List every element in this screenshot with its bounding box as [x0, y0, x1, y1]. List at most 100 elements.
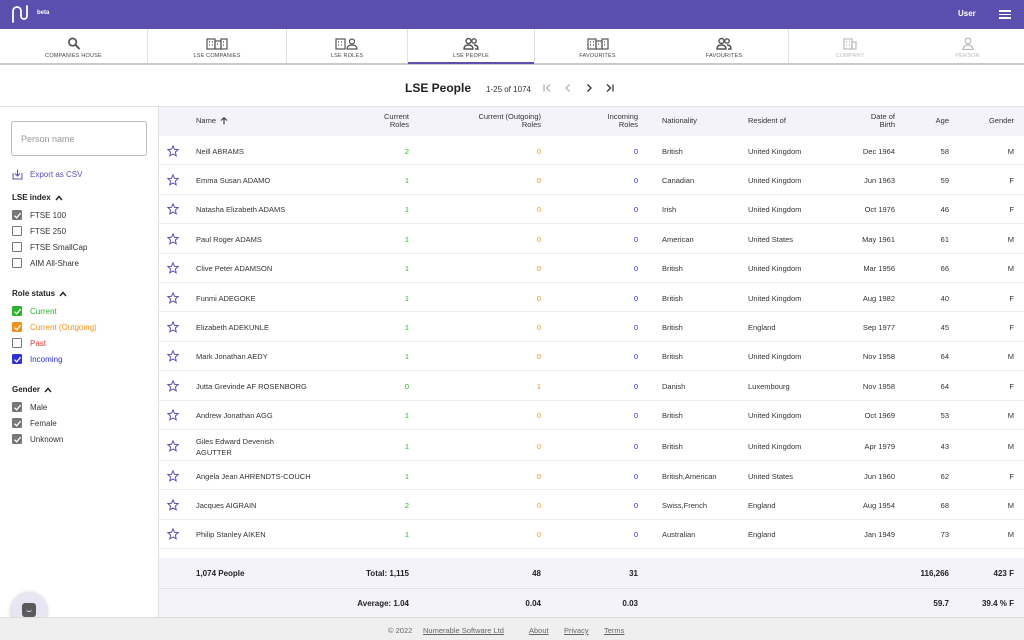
checkbox-checked-icon[interactable]: [12, 418, 22, 428]
table-row[interactable]: Clive Peter ADAMSON 1 0 0 British United…: [159, 254, 1024, 283]
checkbox-checked-icon[interactable]: [12, 402, 22, 412]
favourite-star-icon[interactable]: [166, 379, 180, 392]
table-row[interactable]: Angela Jean AHRENDTS-COUCH 1 0 0 British…: [159, 461, 1024, 491]
filter-option[interactable]: Current (Outgoing): [12, 322, 97, 332]
checkbox-checked-icon[interactable]: [12, 306, 22, 316]
table-row[interactable]: Funmi ADEGOKE 1 0 0 British United Kingd…: [159, 283, 1024, 313]
filter-option[interactable]: Female: [12, 418, 57, 428]
checkbox-checked-icon[interactable]: [12, 210, 22, 220]
favourite-star-icon[interactable]: [166, 291, 180, 304]
favourite-star-icon[interactable]: [166, 439, 180, 452]
person-name[interactable]: Angela Jean AHRENDTS-COUCH: [196, 471, 311, 481]
checkbox-empty-icon[interactable]: [12, 226, 22, 236]
favourite-star-icon[interactable]: [166, 528, 180, 541]
favourite-star-icon[interactable]: [166, 320, 180, 333]
column-header-name[interactable]: Name: [196, 117, 228, 125]
user-menu[interactable]: User: [958, 9, 976, 18]
favourite-star-icon[interactable]: [166, 173, 180, 186]
column-header-dob[interactable]: Date of Birth: [835, 113, 895, 129]
checkbox-empty-icon[interactable]: [12, 258, 22, 268]
filter-option-label: Current (Outgoing): [30, 322, 97, 332]
privacy-link[interactable]: Privacy: [564, 626, 589, 635]
company-link[interactable]: Numerable Software Ltd: [423, 626, 504, 635]
person-name-search-input[interactable]: [11, 121, 147, 156]
favourite-star-icon[interactable]: [166, 144, 180, 157]
filter-option[interactable]: FTSE 250: [12, 226, 66, 236]
person-name[interactable]: Jacques AIGRAIN: [196, 501, 257, 511]
filter-option[interactable]: Male: [12, 402, 47, 412]
table-row[interactable]: Elizabeth ADEKUNLE 1 0 0 British England…: [159, 312, 1024, 342]
person-name[interactable]: Natasha Elizabeth ADAMS: [196, 205, 286, 215]
favourite-star-icon[interactable]: [166, 469, 180, 482]
person-name[interactable]: Andrew Jonathan AGG: [196, 411, 273, 421]
person-name[interactable]: Clive Peter ADAMSON: [196, 264, 273, 274]
filter-group-title[interactable]: Gender: [12, 385, 52, 394]
table-row[interactable]: Mark Jonathan AEDY 1 0 0 British United …: [159, 342, 1024, 372]
table-row[interactable]: Jacques AIGRAIN 2 0 0 Swiss,French Engla…: [159, 490, 1024, 520]
column-header-incoming-roles[interactable]: Incoming Roles: [578, 113, 638, 129]
tab-label: LSE COMPANIES: [193, 53, 241, 59]
checkbox-checked-icon[interactable]: [12, 354, 22, 364]
table-row[interactable]: Emma Susan ADAMO 1 0 0 Canadian United K…: [159, 165, 1024, 195]
tab-lse-people[interactable]: LSE PEOPLE: [408, 29, 535, 64]
favourite-star-icon[interactable]: [166, 408, 180, 422]
column-header-resident[interactable]: Resident of: [748, 116, 786, 125]
column-header-outgoing-roles[interactable]: Current (Outgoing) Roles: [441, 113, 541, 129]
favourite-star-icon[interactable]: [166, 232, 180, 245]
export-csv-link[interactable]: Export as CSV: [12, 169, 82, 180]
filter-option[interactable]: Incoming: [12, 354, 62, 364]
filter-option[interactable]: FTSE SmallCap: [12, 242, 87, 252]
checkbox-checked-icon[interactable]: [12, 322, 22, 332]
filter-group-title[interactable]: LSE index: [12, 193, 63, 202]
tab-lse-companies[interactable]: LSE COMPANIES: [148, 29, 287, 63]
table-row[interactable]: Neill ABRAMS 2 0 0 British United Kingdo…: [159, 136, 1024, 166]
person-name[interactable]: Elizabeth ADEKUNLE: [196, 323, 269, 333]
favourite-star-icon[interactable]: [166, 203, 180, 216]
gender-value: M: [1007, 264, 1014, 274]
person-name[interactable]: Philip Stanley AIKEN: [196, 530, 266, 540]
filter-option[interactable]: FTSE 100: [12, 210, 66, 220]
favourite-star-icon[interactable]: [166, 261, 180, 275]
person-name[interactable]: Emma Susan ADAMO: [196, 176, 271, 186]
column-header-age[interactable]: Age: [935, 116, 949, 125]
terms-link[interactable]: Terms: [604, 626, 625, 635]
person-name[interactable]: Jutta Grevinde AF ROSENBORG: [196, 381, 307, 391]
next-page-icon[interactable]: [584, 83, 594, 93]
checkbox-empty-icon[interactable]: [12, 242, 22, 252]
person-name[interactable]: Neill ABRAMS: [196, 146, 244, 156]
checkbox-checked-icon[interactable]: [12, 434, 22, 444]
table-row[interactable]: Philip Stanley AIKEN 1 0 0 Australian En…: [159, 520, 1024, 550]
nationality-value: Canadian: [662, 176, 695, 186]
filter-option[interactable]: AIM All-Share: [12, 258, 79, 268]
table-row[interactable]: Andrew Jonathan AGG 1 0 0 British United…: [159, 401, 1024, 430]
table-row[interactable]: Giles Edward Devenish AGUTTER 1 0 0 Briti…: [159, 430, 1024, 461]
tab-lse-roles[interactable]: LSE ROLES: [287, 29, 408, 63]
person-name[interactable]: Paul Roger ADAMS: [196, 234, 262, 244]
table-row[interactable]: Paul Roger ADAMS 1 0 0 American United S…: [159, 224, 1024, 254]
filter-option[interactable]: Unknown: [12, 434, 63, 444]
filter-option[interactable]: Current: [12, 306, 57, 316]
column-header-current-roles[interactable]: Current Roles: [349, 113, 409, 129]
column-header-gender[interactable]: Gender: [988, 116, 1014, 125]
tab-favourites[interactable]: FAVOURITES: [660, 29, 789, 63]
app-logo-icon[interactable]: [11, 5, 31, 23]
filter-option[interactable]: Past: [12, 338, 46, 348]
hamburger-menu-icon[interactable]: [999, 10, 1011, 19]
previous-page-icon[interactable]: [563, 83, 573, 93]
person-name[interactable]: Mark Jonathan AEDY: [196, 352, 268, 362]
tab-companies-house[interactable]: COMPANIES HOUSE: [0, 29, 148, 63]
tab-favourites[interactable]: FAVOURITES: [535, 29, 660, 63]
nationality-value: British: [662, 293, 683, 303]
about-link[interactable]: About: [529, 626, 549, 635]
last-page-icon[interactable]: [605, 83, 615, 93]
table-row[interactable]: Natasha Elizabeth ADAMS 1 0 0 Irish Unit…: [159, 195, 1024, 225]
favourite-star-icon[interactable]: [166, 350, 180, 363]
table-row[interactable]: Jutta Grevinde AF ROSENBORG 0 1 0 Danish…: [159, 371, 1024, 401]
person-name[interactable]: Giles Edward Devenish AGUTTER: [196, 436, 274, 458]
filter-group-title[interactable]: Role status: [12, 289, 67, 298]
checkbox-empty-icon[interactable]: [12, 338, 22, 348]
first-page-icon[interactable]: [542, 83, 552, 93]
favourite-star-icon[interactable]: [166, 498, 180, 511]
column-header-nationality[interactable]: Nationality: [662, 116, 698, 125]
person-name[interactable]: Funmi ADEGOKE: [196, 293, 256, 303]
